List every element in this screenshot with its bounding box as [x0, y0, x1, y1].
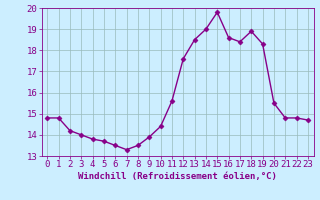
X-axis label: Windchill (Refroidissement éolien,°C): Windchill (Refroidissement éolien,°C): [78, 172, 277, 181]
